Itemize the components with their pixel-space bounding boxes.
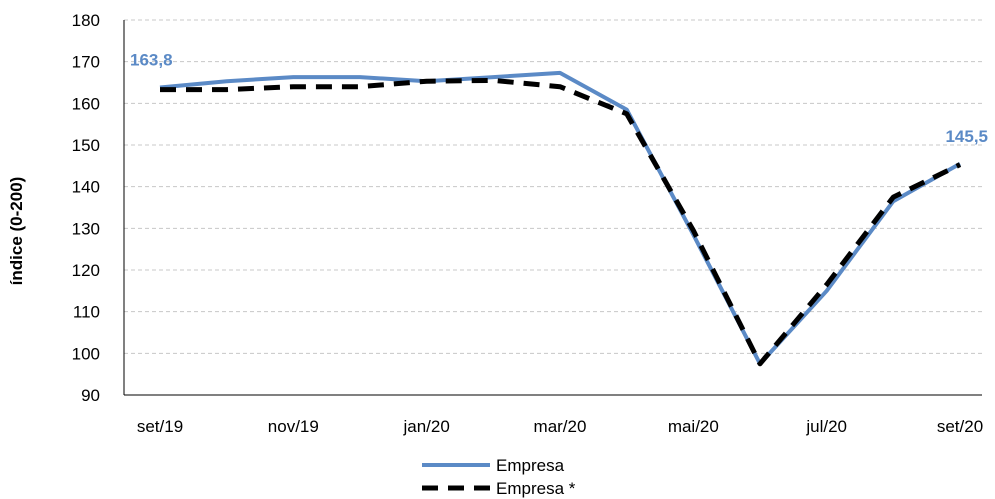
x-tick-label: set/19 (137, 417, 183, 436)
legend: Empresa Empresa * (422, 456, 576, 498)
x-tick-label: nov/19 (268, 417, 319, 436)
y-tick-label: 170 (72, 53, 100, 72)
y-tick-label: 100 (72, 344, 100, 363)
legend-label: Empresa (496, 456, 565, 475)
y-tick-label: 130 (72, 219, 100, 238)
y-axis-title: índice (0-200) (7, 177, 26, 286)
legend-label: Empresa * (496, 479, 576, 498)
x-tick-label: jul/20 (805, 417, 847, 436)
series-line-empresa-star (160, 77, 962, 367)
data-label: 145,5 (945, 127, 988, 146)
series-lines (159, 70, 962, 367)
x-tick-label: jan/20 (403, 417, 450, 436)
x-tick-label: set/20 (937, 417, 983, 436)
y-tick-label: 150 (72, 136, 100, 155)
y-tick-label: 110 (73, 303, 100, 322)
y-tick-label: 180 (72, 11, 100, 30)
x-tick-label: mar/20 (534, 417, 587, 436)
x-tick-label: mai/20 (668, 417, 719, 436)
data-label: 163,8 (130, 51, 173, 70)
y-tick-label: 160 (72, 94, 100, 113)
y-tick-label: 120 (72, 261, 100, 280)
axes: 90 100 110 120 130 140 150 160 170 180 set/19 nov/1… (72, 11, 984, 436)
series-line-empresa (159, 70, 961, 366)
data-labels: 163,8 145,5 (130, 51, 988, 146)
y-tick-label: 90 (81, 386, 100, 405)
y-tick-label: 140 (72, 178, 100, 197)
gridlines (124, 19, 982, 354)
